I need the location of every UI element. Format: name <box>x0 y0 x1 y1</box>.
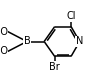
Text: B: B <box>24 37 30 46</box>
Text: Cl: Cl <box>66 11 76 21</box>
Text: HO: HO <box>0 46 8 56</box>
Text: N: N <box>76 37 83 46</box>
Text: HO: HO <box>0 27 8 37</box>
Text: Br: Br <box>49 62 60 72</box>
